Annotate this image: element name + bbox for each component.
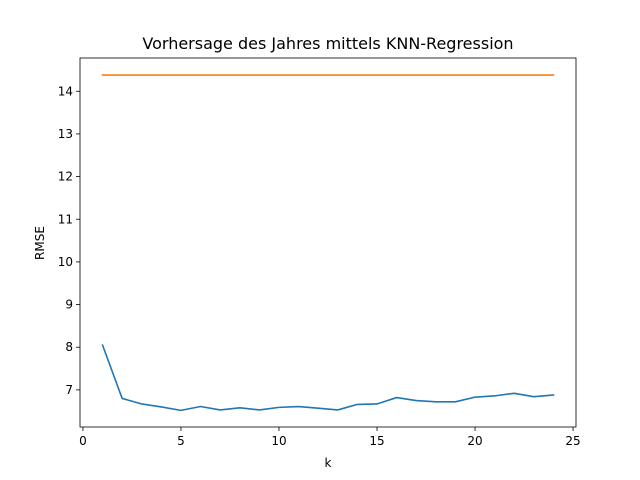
series-line-1 xyxy=(101,344,555,412)
x-axis: 0 5 10 15 20 25 xyxy=(79,427,581,448)
y-tick-label: 14 xyxy=(58,84,73,98)
y-tick-label: 9 xyxy=(65,298,73,312)
x-tick-label: 15 xyxy=(369,434,384,448)
y-tick-label: 10 xyxy=(58,255,73,269)
plot-area xyxy=(80,58,576,427)
y-axis: 7 8 9 10 11 12 13 14 xyxy=(58,84,80,397)
x-tick-label: 20 xyxy=(467,434,482,448)
plot-frame xyxy=(79,57,577,428)
chart-title: Vorhersage des Jahres mittels KNN-Regres… xyxy=(142,34,513,53)
y-axis-label: RMSE xyxy=(33,226,47,260)
x-tick-label: 5 xyxy=(177,434,185,448)
x-tick-label: 0 xyxy=(79,434,87,448)
y-tick-label: 13 xyxy=(58,127,73,141)
y-tick-label: 7 xyxy=(65,383,73,397)
y-tick-label: 11 xyxy=(58,212,73,226)
x-tick-label: 10 xyxy=(271,434,286,448)
x-tick-label: 25 xyxy=(565,434,580,448)
x-axis-label: k xyxy=(325,456,332,470)
y-tick-label: 12 xyxy=(58,170,73,184)
y-tick-label: 8 xyxy=(65,340,73,354)
series-lines xyxy=(101,74,555,412)
